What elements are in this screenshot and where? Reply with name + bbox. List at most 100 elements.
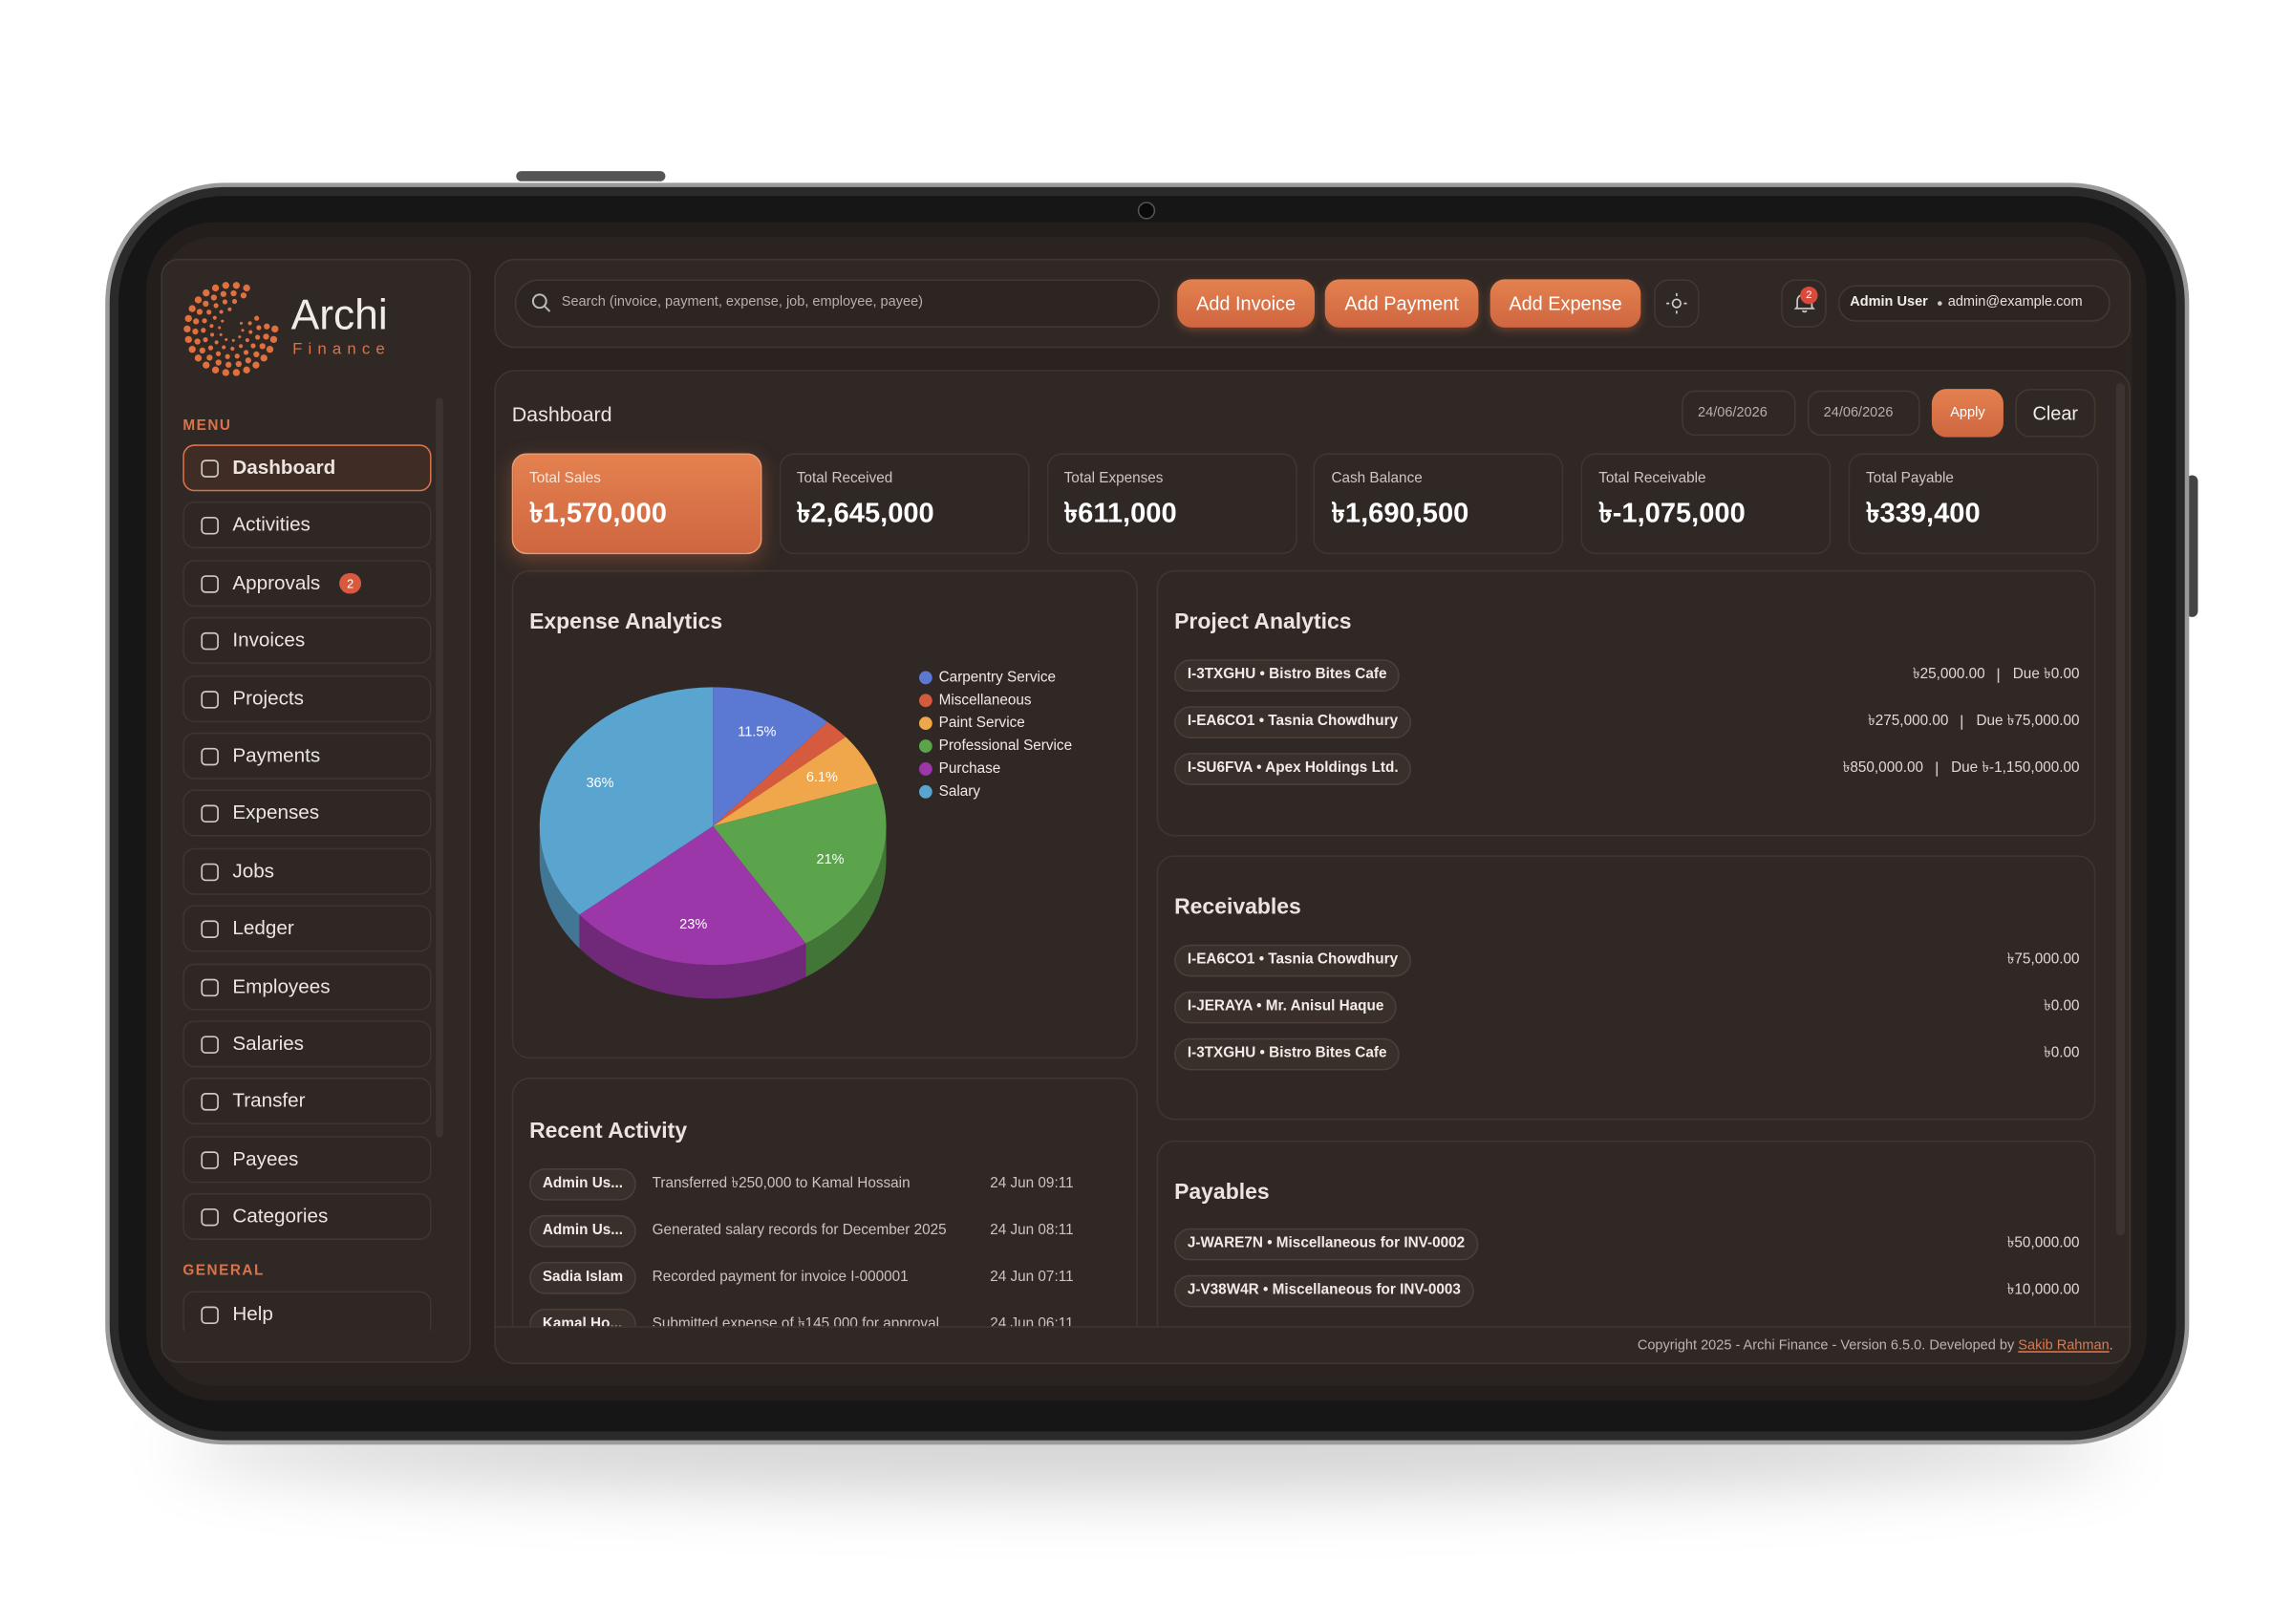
action-button[interactable]: Add Expense [1489,279,1641,328]
logo [183,282,279,376]
record-tag[interactable]: I-EA6CO1 • Tasnia Chowdhury [1174,944,1411,977]
menu-item[interactable] [182,1020,432,1068]
record-due: Due ৳-1,150,000.00 [1951,759,2080,776]
logo-dot [203,288,210,297]
menu-label: Approvals [232,571,321,594]
menu-item[interactable] [182,1291,432,1331]
record-tag[interactable]: I-SU6FVA • Apex Holdings Ltd. [1174,753,1412,785]
theme-toggle[interactable] [1654,279,1700,328]
footer-author[interactable]: Sakib Rahman [2018,1337,2110,1355]
search-placeholder: Search (invoice, payment, expense, job, … [561,293,924,310]
logo-dot [264,323,270,330]
menu-label: Invoices [232,629,306,652]
slice [713,687,828,826]
stat-label: Cash Balance [1331,470,1423,487]
clear-button[interactable]: Clear [2015,389,2096,438]
legend-label: Miscellaneous [939,692,1032,708]
action-button[interactable]: Add Payment [1324,279,1479,328]
record-tag[interactable]: I-3TXGHU • Bistro Bites Cafe [1174,659,1401,692]
activity-text: Transferred ৳250,000 to Kamal Hossain [652,1175,911,1192]
activity-user[interactable]: Admin Us... [529,1214,636,1248]
menu-item[interactable] [182,559,432,607]
record-amounts: ৳850,000.00 Due ৳-1,150,000.00 [1843,759,2080,779]
menu-item[interactable] [182,1078,432,1125]
menu-item[interactable] [182,963,432,1011]
user-separator-dot [1938,301,1942,306]
record-tag[interactable]: I-JERAYA • Mr. Anisul Haque [1174,991,1398,1024]
record-tag[interactable]: J-V38W4R • Miscellaneous for INV-0003 [1174,1274,1474,1308]
menu-icon-shape [201,920,219,939]
logo-dot [232,282,241,289]
sidebar-clip: MENU GENERAL Dashboard Activities Approval… [161,395,439,1331]
menu-item[interactable] [182,847,432,895]
record-due: Due ৳0.00 [2012,666,2080,683]
menu-item[interactable] [182,790,432,838]
record-amounts: ৳0.00 [2044,1044,2079,1064]
menu-icon [201,863,219,881]
menu-item[interactable] [182,1135,432,1183]
logo-dot [184,335,192,344]
legend-swatch [918,784,932,799]
slice [539,687,714,915]
logo-dot [218,326,222,330]
logo-dot [207,345,214,351]
logo-dot [219,332,223,336]
activity-user[interactable]: Kamal Ho... [529,1308,636,1327]
activity-user[interactable]: Admin Us... [529,1167,636,1201]
footer-divider [494,1326,2132,1328]
menu-icon-shape [201,805,219,823]
sidebar-nav: MENU GENERAL Dashboard Activities Approval… [161,395,439,1331]
logo-dot [266,346,274,353]
logo-dot [210,294,218,301]
menu-label: Transfer [232,1089,306,1112]
menu-icon-shape [201,1150,219,1169]
menu-item[interactable] [182,1193,432,1241]
record-amount: ৳0.00 [2044,1044,2080,1061]
date-from[interactable] [1682,390,1796,437]
search-box[interactable] [514,279,1160,328]
logo-dot [239,321,244,325]
menu-label: Projects [232,686,305,709]
menu-item[interactable] [182,444,432,492]
apply-button[interactable]: Apply [1931,389,2004,438]
project-panel [1156,569,2096,837]
legend-swatch [918,739,932,753]
sidebar-scrollbar [436,397,443,1138]
notification-button[interactable] [1781,279,1827,328]
logo-dot [247,321,252,326]
menu-item[interactable] [182,905,432,952]
activity-time: 24 Jun 06:11 [990,1315,1074,1327]
logo-dot [232,369,241,376]
activity-user[interactable]: Sadia Islam [529,1261,636,1294]
menu-item[interactable] [182,674,432,722]
record-tag[interactable]: J-WARE7N • Miscellaneous for INV-0002 [1174,1228,1478,1261]
date-to[interactable] [1807,390,1920,437]
logo-dot [206,310,212,315]
logo-dot [271,325,279,333]
logo-dot [225,353,230,359]
stat-card [1046,453,1297,555]
logo-dot [213,303,219,309]
menu-item[interactable] [182,617,432,665]
device-camera [1137,202,1156,220]
menu-badge: 2 [339,572,362,594]
logo-dot [241,329,245,332]
menu-item[interactable] [182,732,432,780]
record-tag[interactable]: I-EA6CO1 • Tasnia Chowdhury [1174,706,1411,738]
logo-dot [188,305,196,312]
menu-label: Expenses [232,801,320,824]
menu-icon-shape [201,459,219,478]
record-amounts: ৳50,000.00 [2007,1234,2080,1254]
record-tag[interactable]: I-3TXGHU • Bistro Bites Cafe [1174,1037,1401,1071]
menu-item[interactable] [182,502,432,549]
menu-icon-shape [201,1208,219,1227]
record-amount: ৳75,000.00 [2006,951,2080,968]
action-button[interactable]: Add Invoice [1177,279,1316,328]
stat-value: ৳1,690,500 [1331,498,1469,530]
stat-value: ৳2,645,000 [796,498,934,530]
user-pill[interactable] [1837,285,2111,322]
menu-icon [201,517,219,536]
logo-dot [206,354,213,361]
